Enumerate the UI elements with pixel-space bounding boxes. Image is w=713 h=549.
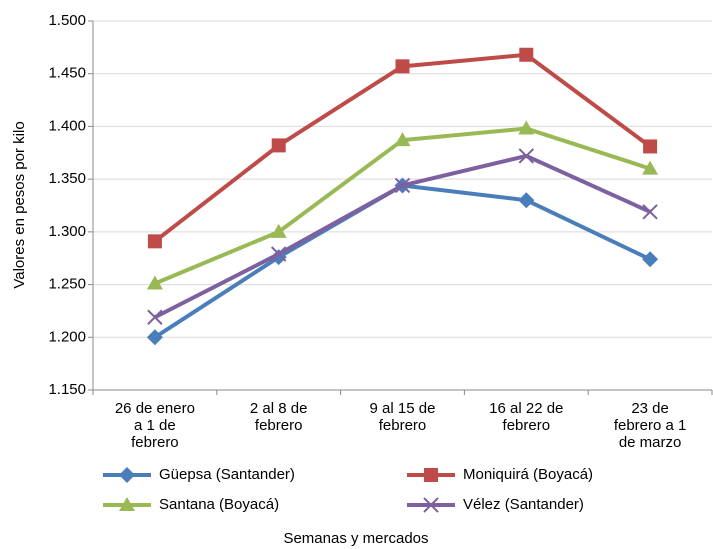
point [146, 329, 163, 346]
point [270, 223, 287, 238]
y-tick-label: 1.250 [48, 276, 86, 293]
x-tick-label: 23 de febrero a 1 de marzo [613, 400, 687, 451]
point [394, 177, 411, 194]
y-tick-label: 1.450 [48, 65, 86, 82]
point [642, 160, 659, 175]
y-tick-label: 1.500 [48, 12, 86, 29]
point [518, 192, 535, 209]
y-tick-label: 1.400 [48, 117, 86, 134]
point [642, 204, 658, 220]
legend-marker [423, 497, 439, 513]
point [642, 251, 659, 268]
series-line [154, 126, 651, 286]
point [519, 47, 534, 62]
y-tick-label: 1.150 [48, 381, 86, 398]
x-axis-title: Semanas y mercados [283, 530, 428, 547]
legend-label: Vélez (Santander) [463, 496, 584, 513]
legend-label: Moniquirá (Boyacá) [463, 466, 593, 483]
point [270, 246, 287, 262]
y-tick-label: 1.200 [48, 328, 86, 345]
point [271, 138, 286, 153]
point [518, 148, 535, 164]
legend-marker [119, 497, 135, 511]
point [395, 59, 410, 74]
point [147, 234, 162, 249]
y-axis-title: Valores en pesos por kilo [11, 121, 28, 288]
point [394, 132, 411, 147]
x-tick-label: 16 al 22 de febrero [489, 400, 564, 434]
legend-marker [119, 467, 135, 483]
point [518, 120, 535, 135]
series-line [153, 183, 651, 339]
legend-marker [424, 468, 438, 482]
x-tick-label: 26 de enero a 1 de febrero [114, 400, 195, 451]
legend-label: Santana (Boyacá) [159, 496, 279, 513]
y-tick-label: 1.350 [48, 170, 86, 187]
series-line [153, 52, 652, 243]
legend-label: Güepsa (Santander) [159, 466, 295, 483]
x-tick-label: 9 al 15 de febrero [369, 400, 436, 434]
point [146, 275, 163, 290]
x-tick-label: 2 al 8 de febrero [249, 400, 308, 434]
point [147, 309, 163, 325]
point [643, 139, 658, 154]
y-tick-label: 1.300 [48, 223, 86, 240]
